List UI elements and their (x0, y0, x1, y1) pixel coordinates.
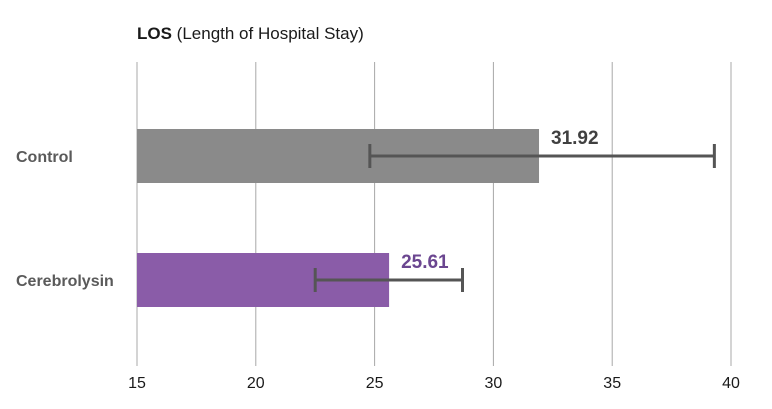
x-tick-label: 15 (128, 375, 146, 392)
category-label: Control (16, 149, 73, 166)
x-tick-label: 25 (366, 375, 384, 392)
data-label: 25.61 (401, 252, 449, 273)
x-tick-label: 30 (485, 375, 503, 392)
data-label: 31.92 (551, 128, 599, 149)
labels: 15 20 25 30 35 40 31.92 Control 25.61 Cerebrolysi… (16, 128, 740, 392)
chart-title-rest: (Length of Hospital Stay) (172, 24, 364, 43)
error-bars (313, 144, 716, 292)
grid-lines (136, 62, 732, 366)
x-tick-label: 35 (603, 375, 621, 392)
x-tick-label: 20 (247, 375, 265, 392)
x-tick-label: 40 (722, 375, 740, 392)
category-label: Cerebrolysin (16, 273, 114, 290)
chart-title-bold: LOS (137, 24, 172, 43)
chart-title: LOS (Length of Hospital Stay) (137, 24, 364, 43)
